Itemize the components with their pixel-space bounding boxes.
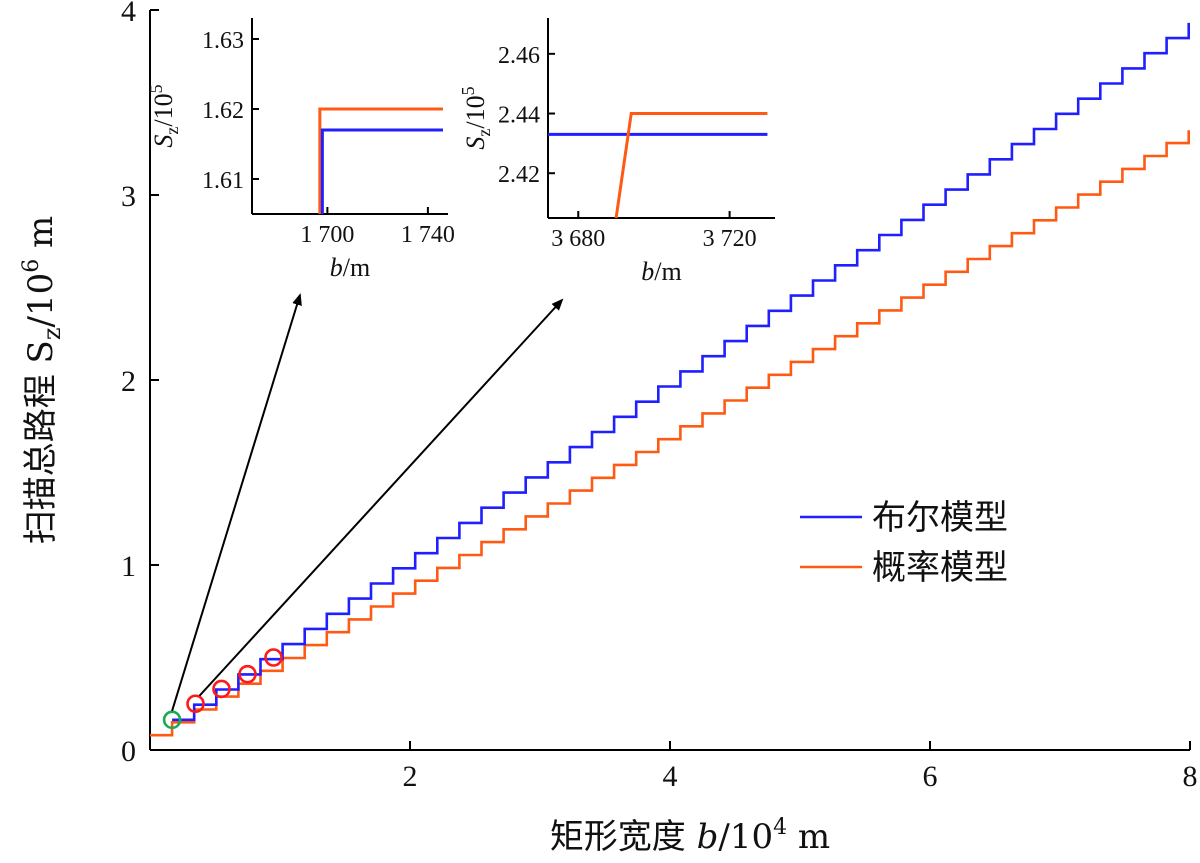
- y-tick-label: 4: [121, 0, 136, 28]
- inset-x-tick-label: 3 720: [703, 226, 757, 252]
- inset-x-tick-label: 1 700: [300, 222, 354, 248]
- data-marker: [212, 679, 231, 699]
- zoom-arrows: [171, 293, 564, 712]
- inset-y-tick-label: 1.63: [202, 28, 244, 54]
- x-tick-label: 2: [403, 760, 418, 793]
- legend-label: 概率模型: [872, 548, 1008, 588]
- inset-background: [548, 18, 775, 218]
- zoom-arrow-1: [171, 293, 302, 712]
- inset-1-boolean-line: [320, 128, 443, 214]
- legend-label: 布尔模型: [872, 498, 1008, 538]
- inset-plot-1: 1 700 1 740 1.61 1.62 1.63 b/m Sz/105: [146, 18, 455, 282]
- inset-x-axis-title: b/m: [641, 257, 681, 286]
- y-tick-label: 2: [121, 365, 136, 398]
- inset-y-axis-title: Sz/105: [146, 84, 182, 147]
- data-marker: [186, 694, 205, 714]
- y-axis-title: 扫描总路程 Sz/106 m: [19, 216, 66, 545]
- x-tick-label: 6: [923, 760, 938, 793]
- inset-2-probability-line: [614, 112, 768, 219]
- y-tick-label: 0: [121, 735, 136, 768]
- zoom-arrow-2: [198, 298, 564, 697]
- data-marker: [238, 664, 257, 684]
- inset-x-tick-label: 1 740: [401, 222, 455, 248]
- series-line-probability: [150, 130, 1190, 737]
- inset-plot-2: 3 680 3 720 2.42 2.44 2.46 b/m Sz/105: [458, 18, 775, 286]
- inset-x-tick-label: 3 680: [551, 226, 605, 252]
- inset-background: [252, 18, 448, 214]
- data-marker: [162, 710, 182, 730]
- y-tick-label: 1: [121, 550, 136, 583]
- x-axis-title: 矩形宽度 b/104 m: [550, 815, 830, 857]
- inset-y-tick-label: 1.61: [202, 168, 244, 194]
- inset-y-tick-label: 2.42: [498, 162, 540, 188]
- data-marker: [264, 648, 283, 667]
- x-tick-label: 8: [1183, 760, 1198, 793]
- series-line-boolean: [172, 22, 1190, 722]
- inset-y-tick-label: 1.62: [202, 98, 244, 124]
- inset-1-probability-line: [318, 107, 443, 214]
- y-tick-label: 3: [121, 180, 136, 213]
- main-plot: 2 4 6 8 0 1 2 3 4 矩形宽度 b/104 m 扫描总路程 Sz/106 m: [19, 0, 1198, 857]
- inset-y-tick-label: 2.46: [498, 43, 540, 69]
- inset-y-tick-label: 2.44: [498, 103, 540, 129]
- inset-y-axis-title: Sz/105: [458, 86, 494, 149]
- x-tick-label: 4: [663, 760, 678, 793]
- inset-x-axis-title: b/m: [330, 253, 370, 282]
